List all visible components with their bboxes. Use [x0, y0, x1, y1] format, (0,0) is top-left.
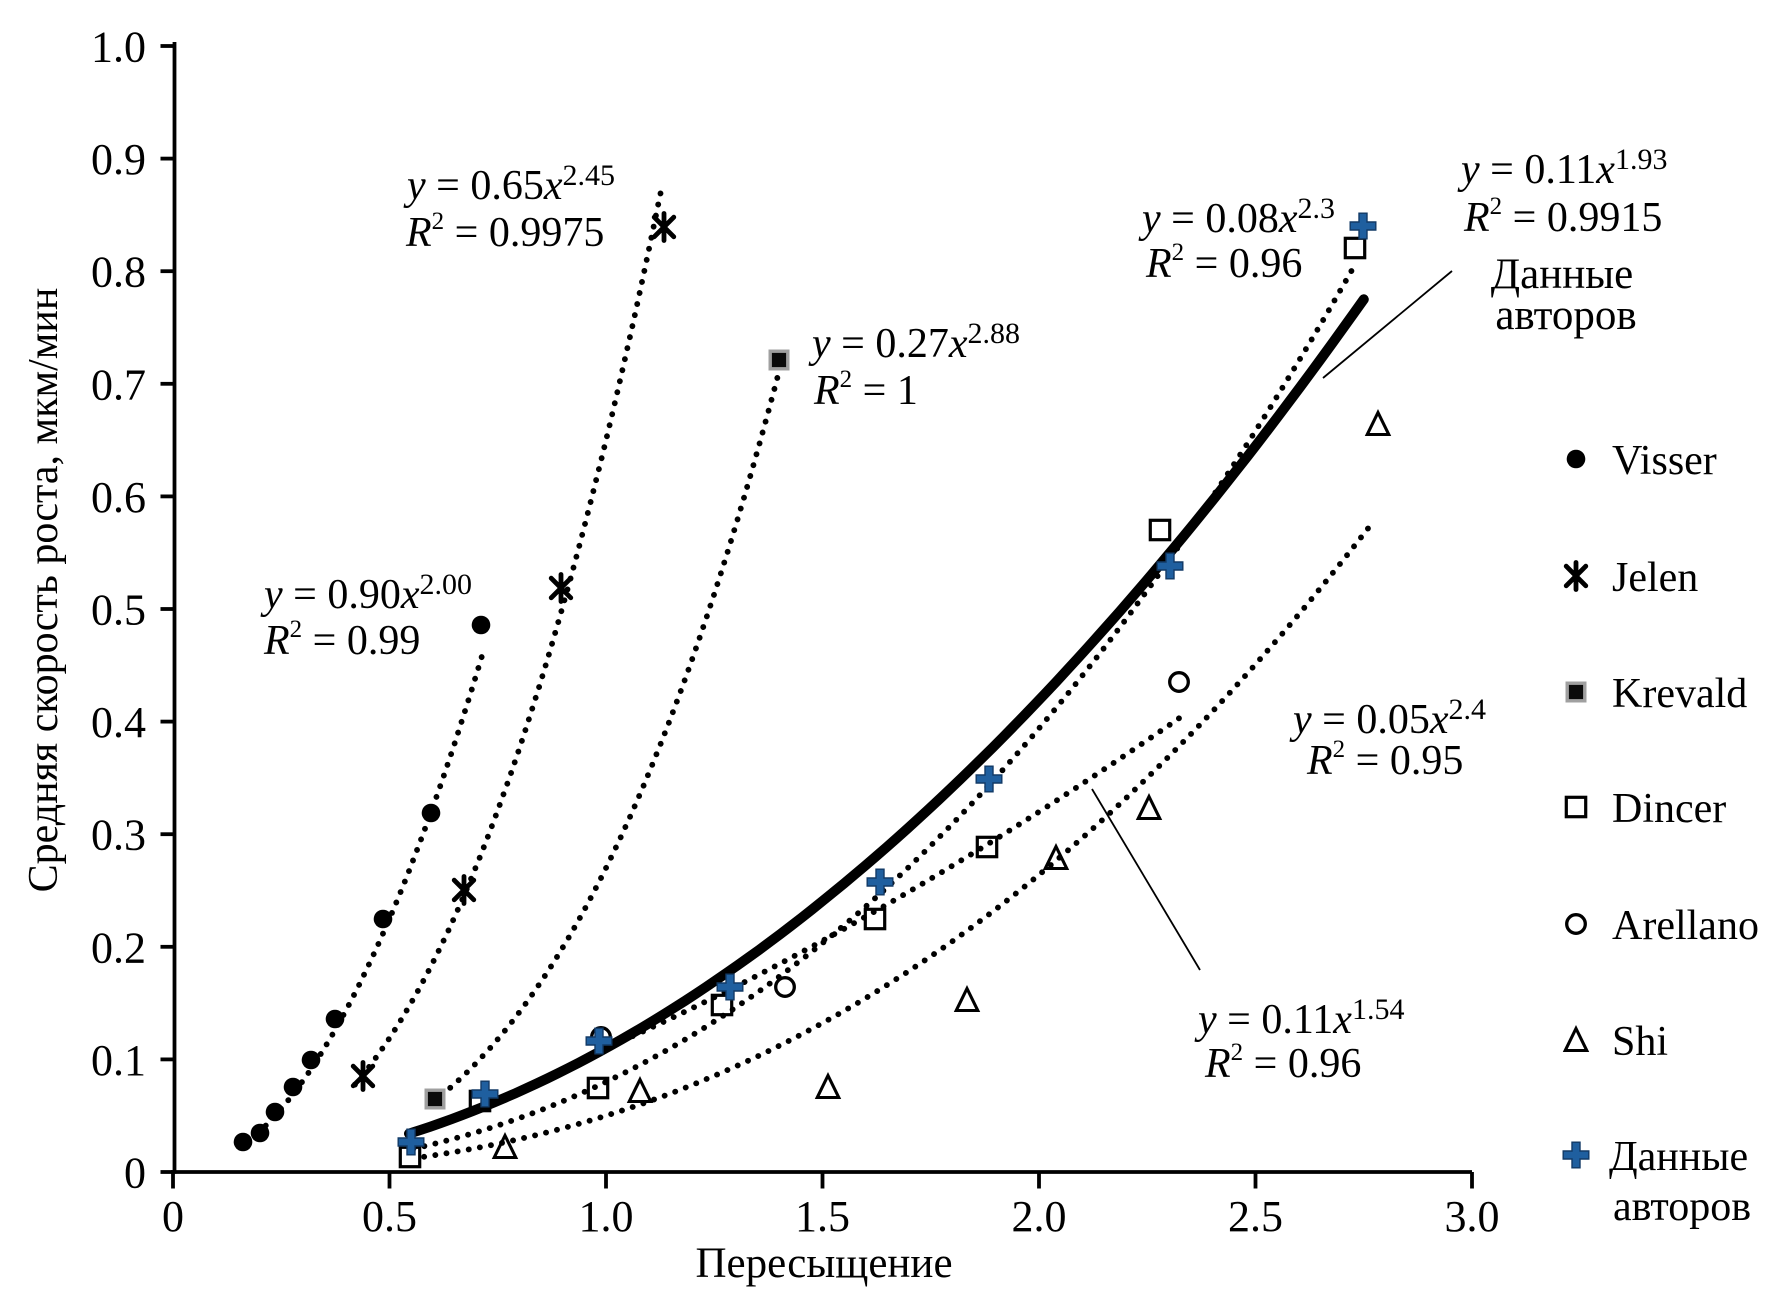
svg-text:0.7: 0.7	[91, 360, 146, 409]
svg-text:1.0: 1.0	[91, 23, 146, 72]
svg-text:Данные: Данные	[1491, 251, 1633, 298]
svg-text:Пересыщение: Пересыщение	[695, 1240, 952, 1287]
svg-text:0.6: 0.6	[91, 473, 146, 522]
svg-text:0.4: 0.4	[91, 698, 146, 747]
svg-text:R2 = 1: R2 = 1	[813, 366, 918, 414]
svg-text:1.0: 1.0	[579, 1192, 634, 1241]
svg-text:R2 = 0.95: R2 = 0.95	[1306, 736, 1463, 784]
svg-text:1.5: 1.5	[795, 1192, 850, 1241]
svg-text:Средняя скорость роста, мкм/ми: Средняя скорость роста, мкм/мин	[21, 288, 67, 893]
svg-text:Shi: Shi	[1612, 1019, 1668, 1065]
svg-text:0.1: 0.1	[91, 1036, 146, 1085]
svg-text:Dincer: Dincer	[1612, 786, 1726, 832]
svg-text:Jelen: Jelen	[1612, 555, 1698, 601]
svg-text:Krevald: Krevald	[1612, 671, 1747, 717]
svg-text:0.2: 0.2	[91, 923, 146, 972]
svg-text:авторов: авторов	[1495, 292, 1636, 339]
svg-text:R2 = 0.9915: R2 = 0.9915	[1463, 193, 1662, 241]
svg-text:R2 = 0.9975: R2 = 0.9975	[405, 208, 604, 256]
svg-text:0: 0	[124, 1149, 146, 1198]
svg-text:2.5: 2.5	[1228, 1192, 1283, 1241]
svg-text:0.5: 0.5	[91, 586, 146, 635]
svg-text:R2 = 0.99: R2 = 0.99	[263, 616, 420, 664]
svg-text:0.9: 0.9	[91, 135, 146, 184]
svg-text:авторов: авторов	[1613, 1184, 1751, 1230]
svg-text:R2 = 0.96: R2 = 0.96	[1204, 1039, 1361, 1087]
svg-text:Visser: Visser	[1612, 438, 1717, 484]
svg-text:R2 = 0.96: R2 = 0.96	[1145, 239, 1302, 287]
svg-text:y = 0.65x2.45: y = 0.65x2.45	[403, 159, 615, 209]
svg-text:0.8: 0.8	[91, 248, 146, 297]
svg-text:2.0: 2.0	[1012, 1192, 1067, 1241]
svg-text:3.0: 3.0	[1445, 1192, 1500, 1241]
svg-text:Данные: Данные	[1609, 1134, 1748, 1180]
svg-text:Arellano: Arellano	[1612, 903, 1759, 949]
svg-text:0: 0	[162, 1192, 184, 1241]
svg-text:0.5: 0.5	[362, 1192, 417, 1241]
svg-text:0.3: 0.3	[91, 811, 146, 860]
